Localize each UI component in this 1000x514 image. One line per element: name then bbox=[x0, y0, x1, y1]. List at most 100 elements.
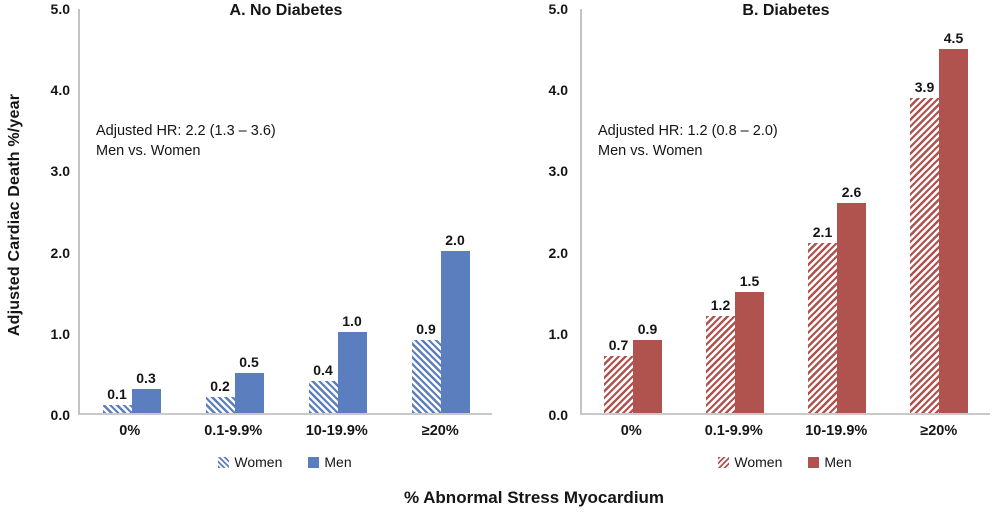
x-category-0%: 0% bbox=[119, 423, 141, 439]
barwrap-men-≥20%: 2.0 bbox=[440, 9, 470, 413]
bar-women-≥20% bbox=[411, 340, 441, 413]
legend-a: Women Men bbox=[78, 447, 492, 477]
bar-group-≥20%: 3.9 4.5 bbox=[888, 9, 990, 413]
barwrap-women-10-19.9%: 2.1 bbox=[808, 9, 837, 413]
legend-b: Women Men bbox=[580, 447, 990, 477]
value-label-men-0%: 0.3 bbox=[136, 369, 156, 386]
value-label-women-0%: 0.1 bbox=[107, 385, 127, 402]
bar-group-0.1-9.9%: 0.2 0.5 bbox=[183, 9, 286, 413]
bar-group-≥20%: 0.9 2.0 bbox=[389, 9, 492, 413]
y-tick-2.0: 2.0 bbox=[548, 244, 568, 261]
y-tick-4.0: 4.0 bbox=[50, 82, 70, 99]
legend-label-men-b: Men bbox=[824, 454, 852, 470]
bar-men-0% bbox=[633, 340, 662, 413]
annotation-b: Adjusted HR: 1.2 (0.8 – 2.0) Men vs. Wom… bbox=[598, 121, 778, 161]
barwrap-men-10-19.9%: 1.0 bbox=[337, 9, 367, 413]
y-tick-1.0: 1.0 bbox=[548, 325, 568, 342]
bar-women-10-19.9% bbox=[808, 243, 837, 413]
value-label-women-≥20%: 3.9 bbox=[914, 78, 935, 95]
y-tick-2.0: 2.0 bbox=[50, 244, 70, 261]
barwrap-men-0.1-9.9%: 0.5 bbox=[234, 9, 264, 413]
annotation-a-line2: Men vs. Women bbox=[96, 143, 201, 159]
value-label-women-10-19.9%: 2.1 bbox=[812, 224, 833, 241]
value-label-women-0.1-9.9%: 1.2 bbox=[710, 297, 731, 314]
bar-women-0.1-9.9% bbox=[205, 396, 235, 413]
bar-men-≥20% bbox=[939, 49, 968, 413]
bar-group-0%: 0.1 0.3 bbox=[80, 9, 183, 413]
value-label-men-0%: 0.9 bbox=[637, 321, 658, 338]
legend-label-men-a: Men bbox=[324, 454, 352, 470]
annotation-a-line1: Adjusted HR: 2.2 (1.3 – 3.6) bbox=[96, 123, 276, 139]
bar-women-0% bbox=[102, 404, 132, 413]
value-label-men-10-19.9%: 1.0 bbox=[342, 313, 362, 330]
y-tick-5.0: 5.0 bbox=[50, 1, 70, 17]
barwrap-women-10-19.9%: 0.4 bbox=[308, 9, 338, 413]
value-label-women-10-19.9%: 0.4 bbox=[313, 361, 333, 378]
legend-item-women-b: Women bbox=[718, 454, 782, 470]
y-tick-0.0: 0.0 bbox=[548, 407, 568, 423]
bar-women-10-19.9% bbox=[308, 380, 338, 413]
legend-swatch-women-icon bbox=[718, 456, 730, 468]
barwrap-men-0%: 0.9 bbox=[633, 9, 662, 413]
x-category-≥20%: ≥20% bbox=[421, 423, 459, 439]
y-tick-1.0: 1.0 bbox=[50, 325, 70, 342]
x-category-0%: 0% bbox=[620, 423, 642, 439]
x-category-≥20%: ≥20% bbox=[920, 423, 958, 439]
y-axis-title-column: Adjusted Cardiac Death %/year bbox=[0, 0, 30, 430]
barwrap-men-0%: 0.3 bbox=[131, 9, 161, 413]
barwrap-women-≥20%: 0.9 bbox=[411, 9, 441, 413]
value-label-men-0.1-9.9%: 0.5 bbox=[239, 353, 259, 370]
legend-item-men-a: Men bbox=[308, 454, 352, 470]
legend-label-women-a: Women bbox=[234, 454, 283, 470]
annotation-b-line2: Men vs. Women bbox=[598, 143, 703, 159]
bar-men-0% bbox=[131, 388, 161, 413]
y-tick-5.0: 5.0 bbox=[548, 1, 568, 17]
barwrap-men-≥20%: 4.5 bbox=[939, 9, 968, 413]
barwrap-women-≥20%: 3.9 bbox=[910, 9, 939, 413]
plot-area-b: B. Diabetes Adjusted HR: 1.2 (0.8 – 2.0)… bbox=[580, 2, 990, 415]
y-axis-ticks-a: 5.0 4.0 3.0 2.0 1.0 0.0 bbox=[30, 1, 78, 423]
barwrap-men-0.1-9.9%: 1.5 bbox=[735, 9, 764, 413]
y-axis-ticks-b: 5.0 4.0 3.0 2.0 1.0 0.0 bbox=[492, 1, 580, 423]
y-tick-4.0: 4.0 bbox=[548, 82, 568, 99]
legend-swatch-men-icon bbox=[808, 456, 820, 468]
value-label-men-≥20%: 4.5 bbox=[943, 30, 964, 47]
bar-women-0% bbox=[604, 356, 633, 413]
bar-men-≥20% bbox=[440, 251, 470, 413]
bar-group-10-19.9%: 2.1 2.6 bbox=[786, 9, 888, 413]
panel-no-diabetes: 5.0 4.0 3.0 2.0 1.0 0.0 A. No Diabetes Adjust… bbox=[30, 0, 492, 514]
x-category-10-19.9%: 10-19.9% bbox=[305, 423, 368, 439]
barwrap-men-10-19.9%: 2.6 bbox=[837, 9, 866, 413]
y-tick-3.0: 3.0 bbox=[50, 163, 70, 180]
y-tick-0.0: 0.0 bbox=[50, 407, 70, 423]
bar-men-0.1-9.9% bbox=[735, 291, 764, 413]
x-category-labels-b: 0% 0.1-9.9% 10-19.9% ≥20% bbox=[580, 415, 990, 447]
value-label-women-≥20%: 0.9 bbox=[416, 321, 436, 338]
legend-item-women-a: Women bbox=[218, 454, 282, 470]
x-category-10-19.9%: 10-19.9% bbox=[805, 423, 868, 439]
annotation-b-line1: Adjusted HR: 1.2 (0.8 – 2.0) bbox=[598, 123, 778, 139]
value-label-men-10-19.9%: 2.6 bbox=[841, 183, 862, 200]
barwrap-women-0%: 0.1 bbox=[102, 9, 132, 413]
legend-item-men-b: Men bbox=[808, 454, 852, 470]
plot-area-a: A. No Diabetes Adjusted HR: 2.2 (1.3 – 3… bbox=[78, 2, 492, 415]
bar-women-0.1-9.9% bbox=[706, 316, 735, 413]
barwrap-women-0.1-9.9%: 1.2 bbox=[706, 9, 735, 413]
barwrap-women-0.1-9.9%: 0.2 bbox=[205, 9, 235, 413]
bar-men-10-19.9% bbox=[337, 332, 367, 413]
legend-swatch-women-icon bbox=[218, 456, 230, 468]
bar-women-≥20% bbox=[910, 97, 939, 413]
barwrap-women-0%: 0.7 bbox=[604, 9, 633, 413]
bar-men-0.1-9.9% bbox=[234, 372, 264, 413]
value-label-men-0.1-9.9%: 1.5 bbox=[739, 272, 760, 289]
x-category-0.1-9.9%: 0.1-9.9% bbox=[204, 423, 263, 439]
x-category-labels-a: 0% 0.1-9.9% 10-19.9% ≥20% bbox=[78, 415, 492, 447]
panel-diabetes: 5.0 4.0 3.0 2.0 1.0 0.0 B. Diabetes Adjusted … bbox=[492, 0, 990, 514]
y-axis-title: Adjusted Cardiac Death %/year bbox=[6, 93, 24, 337]
y-tick-3.0: 3.0 bbox=[548, 163, 568, 180]
x-axis-title: % Abnormal Stress Myocardium bbox=[403, 488, 665, 507]
bar-group-10-19.9%: 0.4 1.0 bbox=[286, 9, 389, 413]
bar-men-10-19.9% bbox=[837, 202, 866, 413]
legend-swatch-men-icon bbox=[308, 456, 320, 468]
